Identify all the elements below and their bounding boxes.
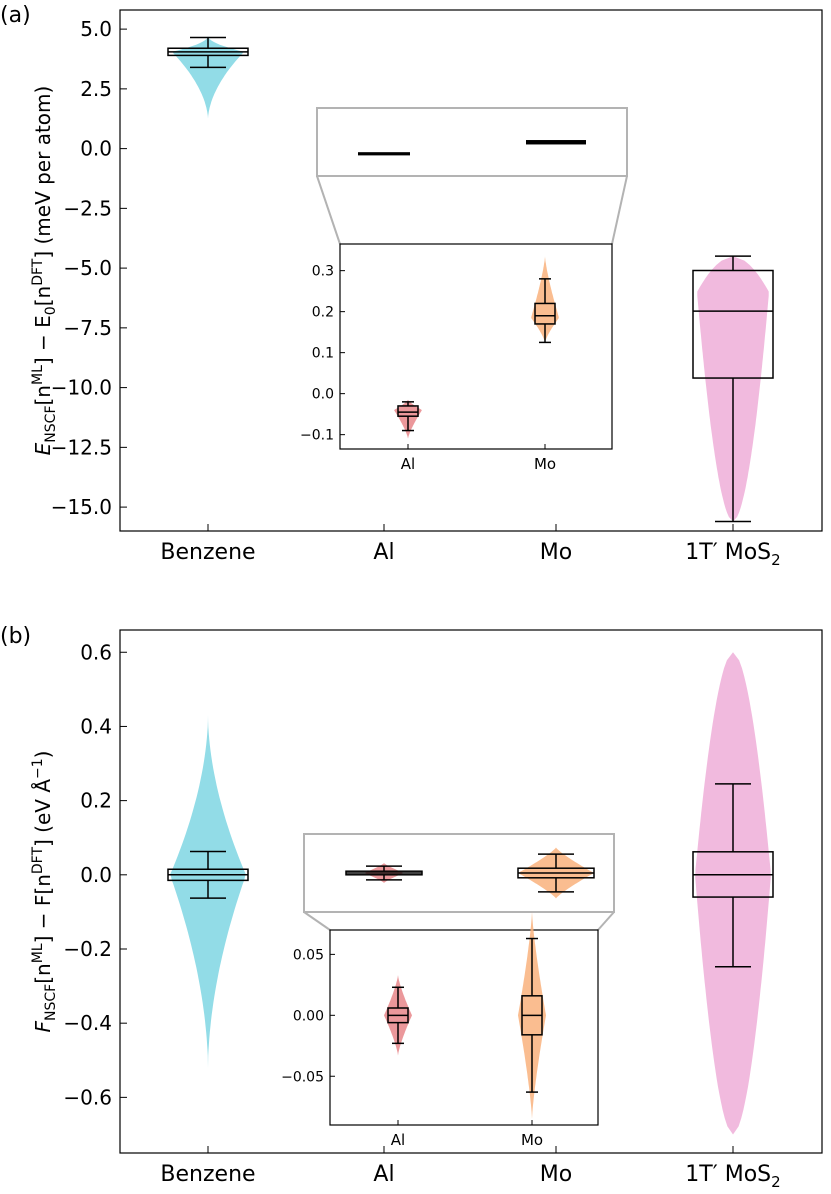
x-tick-label-text: Benzene xyxy=(160,540,255,565)
inset-x-tick-label: Al xyxy=(391,1131,405,1149)
inset-y-tick-label: 0.0 xyxy=(312,387,334,403)
y-tick-label: 0.0 xyxy=(80,863,112,887)
x-tick-label: Benzene xyxy=(160,1162,255,1187)
y-tick-label: 0.4 xyxy=(80,714,112,738)
y-tick-label: 2.5 xyxy=(80,77,112,101)
y-axis-label-part: ] (meV per atom) xyxy=(31,86,55,259)
plot-frame xyxy=(119,629,823,1154)
y-tick-label: −12.5 xyxy=(51,435,112,459)
y-axis-label: FNSCF[nML] − F[nDFT] (eV Å−1) xyxy=(30,751,59,1033)
y-tick-label: −5.0 xyxy=(63,256,112,280)
x-tick-label-text: Al xyxy=(373,1162,394,1187)
inset-boxplot-mo-iqr-box xyxy=(534,302,556,325)
x-tick-label: Al xyxy=(373,540,394,565)
violin-benzene xyxy=(172,36,244,120)
y-axis-label-part: ML xyxy=(30,943,46,963)
y-tick-label: −2.5 xyxy=(63,196,112,220)
inset-x-tick-label: Mo xyxy=(521,1131,543,1149)
x-tick-label-subscript: 2 xyxy=(771,551,781,569)
inset-y-tick-label: −0.05 xyxy=(281,1069,324,1085)
y-tick-label: −7.5 xyxy=(63,316,112,340)
zoom-region-box xyxy=(316,107,628,177)
y-tick-label: 5.0 xyxy=(80,17,112,41)
y-axis-label-part: [n xyxy=(31,286,55,306)
y-tick-label: −0.2 xyxy=(63,937,112,961)
y-tick-label: −10.0 xyxy=(51,376,112,400)
y-tick-label: −0.4 xyxy=(63,1011,112,1035)
x-tick-label-text: 1T′ MoS xyxy=(685,540,771,565)
y-axis-label: ENSCF[nML] − E0[nDFT] (meV per atom) xyxy=(30,86,59,456)
plot-frame xyxy=(119,9,823,532)
x-tick-label: Benzene xyxy=(160,540,255,565)
y-axis-label-part: ) xyxy=(31,751,55,759)
y-axis-label-part: ML xyxy=(30,365,46,385)
zoom-boxplot-mo xyxy=(526,140,586,145)
inset-y-tick-label: 0.00 xyxy=(293,1008,324,1024)
inset-frame xyxy=(329,929,599,1126)
y-axis-label-part: ] (eV Å xyxy=(31,779,55,847)
zoom-connector-left xyxy=(316,175,341,245)
y-axis-label-part: NSCF xyxy=(43,984,59,1021)
zoom-region-box xyxy=(303,833,615,913)
boxplot-1t-mos2-iqr-box xyxy=(692,269,774,379)
y-axis-label-part: F xyxy=(31,1020,55,1032)
zoom-connector-right xyxy=(597,911,615,931)
x-tick-label-text: Al xyxy=(373,540,394,565)
violin-1t-mos2 xyxy=(695,652,771,1135)
inset-y-tick-label: 0.05 xyxy=(293,947,324,963)
x-tick-label-text: Mo xyxy=(540,1162,572,1187)
x-tick-label-subscript: 2 xyxy=(771,1173,781,1191)
y-tick-label: 0.6 xyxy=(80,640,112,664)
y-tick-label: −15.0 xyxy=(51,495,112,519)
x-tick-label-text: Benzene xyxy=(160,1162,255,1187)
inset-axes: Al Mo 0.3 0.2 0.1 0.0 −0.1 xyxy=(300,243,613,473)
inset-x-tick-label: Al xyxy=(401,455,415,473)
panel-b: (b) FNSCF[nML] − F[nDFT] (eV Å−1) Al Mo 0.05… xyxy=(0,624,823,1191)
y-tick-label: −0.6 xyxy=(63,1085,112,1109)
inset-y-tick-label: −0.1 xyxy=(300,428,334,444)
inset-y-tick-label: 0.3 xyxy=(312,264,334,280)
y-tick-label: 0.0 xyxy=(80,137,112,161)
x-tick-label: 1T′ MoS2 xyxy=(685,540,780,569)
x-tick-label: 1T′ MoS2 xyxy=(685,1162,780,1191)
inset-y-tick-label: 0.2 xyxy=(312,305,334,321)
y-axis-label-part: [n xyxy=(31,963,55,983)
y-axis-label-part: E xyxy=(31,442,55,455)
x-tick-label: Al xyxy=(373,1162,394,1187)
inset-frame xyxy=(339,243,613,450)
y-axis-label-part: ] − F[n xyxy=(31,874,55,943)
y-axis-label-part: 0 xyxy=(43,306,59,315)
inset-y-tick-label: 0.1 xyxy=(312,346,334,362)
inset-x-tick-label: Mo xyxy=(534,455,556,473)
inset-axes: Al Mo 0.05 0.00 −0.05 xyxy=(281,911,599,1149)
y-axis-label-part: DFT xyxy=(30,258,46,286)
inset-boxplot-al-iqr-box xyxy=(397,405,419,417)
x-tick-label-text: 1T′ MoS xyxy=(685,1162,771,1187)
panel-label: (b) xyxy=(0,624,31,649)
y-axis-label-part: NSCF xyxy=(43,406,59,443)
zoom-boxplot-al xyxy=(358,152,410,156)
x-tick-label: Mo xyxy=(540,540,572,565)
y-tick-label: 0.2 xyxy=(80,789,112,813)
zoom-connector-right xyxy=(611,175,628,245)
zoom-connector-left xyxy=(303,911,331,931)
x-tick-label: Mo xyxy=(540,1162,572,1187)
y-axis-label-part: DFT xyxy=(30,847,46,875)
y-axis-label-part: ] − E xyxy=(31,315,55,365)
panel-label: (a) xyxy=(0,3,31,28)
y-axis-label-part: [n xyxy=(31,385,55,405)
y-axis-label-part: −1 xyxy=(30,758,46,779)
panel-a: (a)ENSCF[nML] − E0[nDFT] (meV per atom)A… xyxy=(0,3,823,569)
x-tick-label-text: Mo xyxy=(540,540,572,565)
